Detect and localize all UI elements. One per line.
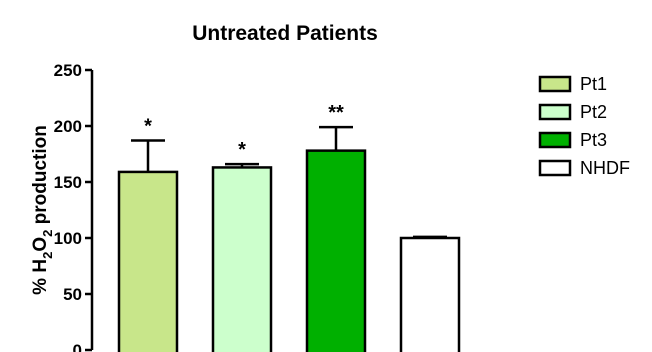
y-tick-label: 150 [54, 173, 82, 192]
legend-label: Pt3 [580, 130, 607, 150]
y-axis-label-part: O [30, 237, 51, 252]
bar [117, 170, 179, 352]
bar-group: ** [305, 102, 367, 352]
chart-title: Untreated Patients [192, 22, 378, 45]
significance-marker: * [238, 139, 246, 161]
y-axis: 0 50 100 150 200 250 [54, 61, 94, 352]
bar-group: * [117, 116, 179, 352]
significance-marker: * [144, 116, 152, 138]
y-tick-label: 200 [54, 117, 82, 136]
legend-label: NHDF [580, 158, 630, 178]
legend-swatch [538, 103, 572, 121]
bar [399, 236, 461, 352]
legend-item: NHDF [538, 158, 630, 178]
legend: Pt1 Pt2 Pt3 NHDF [538, 74, 630, 178]
significance-marker: ** [328, 102, 344, 124]
bar-group: * [211, 139, 273, 352]
legend-label: Pt2 [580, 102, 607, 122]
y-axis-label-part: production [30, 125, 51, 229]
y-axis-label-part: % H [30, 259, 51, 295]
bar [211, 166, 273, 352]
legend-swatch [538, 159, 572, 177]
y-axis-label-subscript: 2 [40, 252, 55, 259]
legend-swatch [538, 75, 572, 93]
y-tick-label: 100 [54, 229, 82, 248]
y-axis-label-subscript: 2 [40, 230, 55, 237]
y-tick-label: 0 [73, 341, 82, 352]
y-tick-label: 50 [63, 285, 82, 304]
legend-item: Pt2 [538, 102, 607, 122]
bar-group [399, 235, 461, 352]
y-axis-label: % H2O2 production [30, 125, 55, 295]
legend-item: Pt3 [538, 130, 607, 150]
bar [305, 149, 367, 352]
bars: **** [117, 102, 461, 352]
y-tick-label: 250 [54, 61, 82, 80]
legend-item: Pt1 [538, 74, 607, 94]
legend-label: Pt1 [580, 74, 607, 94]
legend-swatch [538, 131, 572, 149]
